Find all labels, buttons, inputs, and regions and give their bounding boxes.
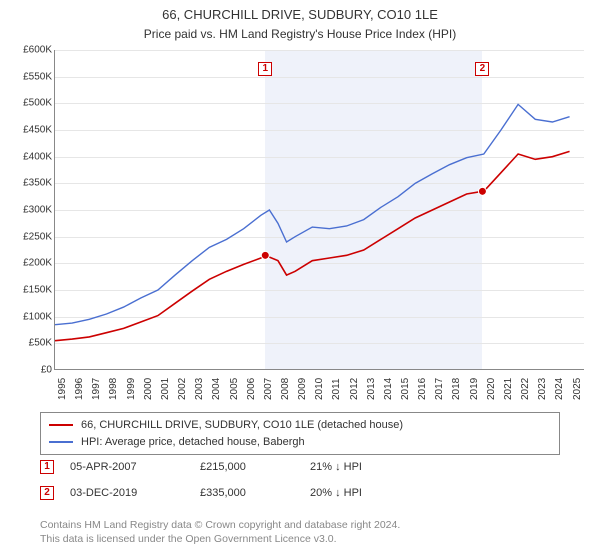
chart-lines [55,50,584,369]
x-axis-label: 2002 [177,378,188,400]
y-axis-label: £350K [12,178,52,189]
series-line-hpi [55,104,570,324]
x-axis-label: 2011 [331,378,342,400]
sale-marker-dot [478,187,486,195]
y-axis-label: £250K [12,231,52,242]
y-axis-label: £400K [12,151,52,162]
y-axis-label: £100K [12,311,52,322]
y-axis-label: £50K [12,338,52,349]
x-axis-label: 2014 [383,378,394,400]
x-axis-label: 2000 [143,378,154,400]
x-axis-label: 2001 [160,378,171,400]
x-axis-label: 2009 [297,378,308,400]
x-axis-label: 2012 [349,378,360,400]
sale-marker-dot [261,251,269,259]
x-axis-label: 2023 [537,378,548,400]
x-axis-label: 2016 [417,378,428,400]
sale-price: £335,000 [200,487,310,499]
legend-label: 66, CHURCHILL DRIVE, SUDBURY, CO10 1LE (… [81,417,403,434]
down-arrow-icon: ↓ [335,461,341,473]
x-axis-label: 1998 [108,378,119,400]
legend-swatch [49,424,73,426]
series-legend: 66, CHURCHILL DRIVE, SUDBURY, CO10 1LE (… [40,412,560,455]
sale-date: 03-DEC-2019 [70,487,200,499]
x-axis-label: 2003 [194,378,205,400]
page: 66, CHURCHILL DRIVE, SUDBURY, CO10 1LE P… [0,0,600,560]
sale-marker-box: 1 [258,62,272,76]
x-axis-label: 1997 [91,378,102,400]
y-axis-label: £500K [12,98,52,109]
footer-line: This data is licensed under the Open Gov… [40,532,560,546]
x-axis-label: 2025 [572,378,583,400]
x-axis-label: 2021 [503,378,514,400]
y-axis-label: £150K [12,285,52,296]
x-axis-label: 2017 [434,378,445,400]
sale-delta-pct: 21% [310,461,332,473]
x-axis-label: 1995 [57,378,68,400]
price-chart: 12 £0£50K£100K£150K£200K£250K£300K£350K£… [12,46,588,400]
y-axis-label: £550K [12,71,52,82]
x-axis-label: 2006 [246,378,257,400]
sale-delta-pct: 20% [310,487,332,499]
plot-area: 12 [54,50,584,370]
x-axis-label: 2020 [486,378,497,400]
x-axis-label: 2004 [211,378,222,400]
sale-price: £215,000 [200,461,310,473]
sale-marker-box: 1 [40,460,54,474]
legend-label: HPI: Average price, detached house, Babe… [81,434,305,451]
footer-line: Contains HM Land Registry data © Crown c… [40,518,560,532]
x-axis-label: 2022 [520,378,531,400]
series-line-subject [55,151,570,340]
sale-marker-box: 2 [40,486,54,500]
legend-row: 66, CHURCHILL DRIVE, SUDBURY, CO10 1LE (… [49,417,551,434]
legend-swatch [49,441,73,443]
legend-row: HPI: Average price, detached house, Babe… [49,434,551,451]
x-axis-label: 1996 [74,378,85,400]
sale-delta: 21% ↓ HPI [310,461,420,473]
y-axis-label: £600K [12,45,52,56]
sale-marker-box: 2 [475,62,489,76]
sale-delta-suffix: HPI [344,461,362,473]
x-axis-label: 2008 [280,378,291,400]
sale-date: 05-APR-2007 [70,461,200,473]
x-axis-label: 2024 [554,378,565,400]
y-axis-label: £0 [12,365,52,376]
title-block: 66, CHURCHILL DRIVE, SUDBURY, CO10 1LE P… [0,0,600,42]
sale-row: 1 05-APR-2007 £215,000 21% ↓ HPI [40,460,560,474]
x-axis-label: 2005 [229,378,240,400]
y-axis-label: £450K [12,125,52,136]
down-arrow-icon: ↓ [335,487,341,499]
x-axis-label: 2019 [469,378,480,400]
page-subtitle: Price paid vs. HM Land Registry's House … [0,26,600,42]
sale-delta: 20% ↓ HPI [310,487,420,499]
page-title: 66, CHURCHILL DRIVE, SUDBURY, CO10 1LE [0,6,600,24]
x-axis-label: 2018 [451,378,462,400]
attribution-footer: Contains HM Land Registry data © Crown c… [40,518,560,546]
x-axis-label: 2015 [400,378,411,400]
x-axis-label: 1999 [126,378,137,400]
x-axis-label: 2013 [366,378,377,400]
x-axis-label: 2010 [314,378,325,400]
sale-row: 2 03-DEC-2019 £335,000 20% ↓ HPI [40,486,560,500]
y-axis-label: £300K [12,205,52,216]
y-axis-label: £200K [12,258,52,269]
sale-delta-suffix: HPI [344,487,362,499]
x-axis-label: 2007 [263,378,274,400]
